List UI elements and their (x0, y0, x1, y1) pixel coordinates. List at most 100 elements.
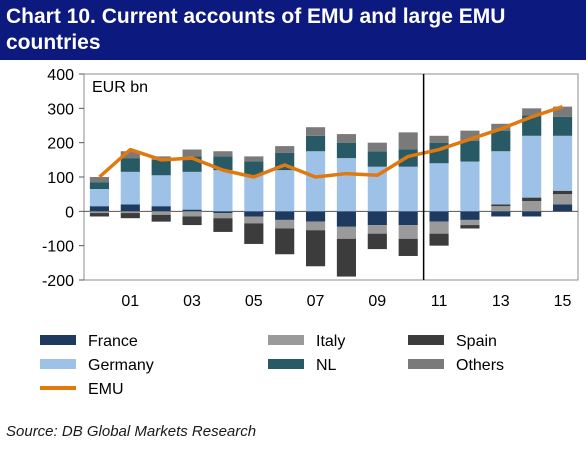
chart-title-line-2: countries (6, 31, 101, 54)
bar-nl-2008 (336, 142, 357, 159)
bar-italy-2009 (367, 225, 387, 234)
bar-germany-2003 (182, 171, 202, 210)
bar-spain-2014 (522, 197, 542, 202)
legend-label-spain: Spain (456, 333, 497, 350)
bar-italy-2000 (89, 211, 110, 214)
chart-title-banner: Chart 10. Current accounts of EMU and la… (0, 0, 586, 60)
x-tick-label: 07 (307, 293, 325, 310)
legend-label-emu: EMU (88, 381, 124, 398)
bar-others-2014 (522, 108, 542, 116)
bar-spain-2006 (275, 228, 295, 255)
bar-others-2012 (460, 130, 480, 141)
unit-label: EUR bn (92, 79, 148, 96)
bar-italy-2008 (336, 226, 357, 239)
bar-italy-2014 (522, 201, 542, 212)
source-note: Source: DB Global Markets Research (6, 423, 257, 440)
legend-label-others: Others (456, 357, 504, 374)
bar-germany-2009 (367, 166, 387, 212)
bar-spain-2015 (552, 190, 573, 195)
bar-others-2004 (213, 151, 233, 157)
bar-others-2010 (398, 132, 418, 150)
bar-spain-2009 (367, 233, 387, 250)
legend-swatch-spain (408, 335, 444, 345)
y-tick-label: -100 (42, 239, 74, 256)
bar-france-2007 (305, 211, 326, 222)
bar-germany-2014 (522, 135, 542, 198)
x-tick-label: 13 (492, 293, 510, 310)
y-tick-label: 0 (65, 204, 74, 221)
bar-nl-2007 (305, 135, 326, 152)
bar-france-2002 (151, 206, 171, 212)
bar-germany-2011 (429, 163, 449, 212)
bar-germany-2007 (305, 151, 326, 212)
y-tick-label: 100 (47, 170, 74, 187)
bar-nl-2013 (491, 130, 511, 152)
bar-others-2008 (336, 134, 357, 143)
bar-france-2004 (213, 211, 233, 214)
bar-italy-2012 (460, 219, 480, 226)
bar-france-2006 (275, 211, 295, 220)
bar-spain-2010 (398, 238, 418, 256)
bar-germany-2013 (491, 151, 511, 205)
bar-france-2000 (89, 206, 110, 212)
legend-swatch-italy (268, 335, 304, 345)
bar-france-2010 (398, 211, 418, 226)
bar-germany-2005 (244, 175, 264, 212)
y-tick-label: 200 (47, 136, 74, 153)
bar-germany-2008 (336, 158, 357, 212)
bar-italy-2006 (275, 219, 295, 229)
legend-swatch-nl (268, 359, 304, 369)
bar-france-2005 (244, 211, 264, 217)
bar-spain-2012 (460, 225, 480, 229)
legend-swatch-others (408, 359, 444, 369)
y-tick-label: 400 (47, 67, 74, 84)
bar-france-2008 (336, 211, 357, 227)
x-tick-label: 05 (245, 293, 263, 310)
bar-others-2015 (552, 106, 573, 117)
bar-france-2003 (182, 209, 202, 212)
bar-nl-2002 (151, 159, 171, 176)
bar-france-2012 (460, 211, 480, 220)
y-tick-label: 300 (47, 101, 74, 118)
bar-spain-2002 (151, 214, 171, 222)
bar-germany-2012 (460, 161, 480, 212)
bar-spain-2000 (89, 213, 110, 217)
bar-italy-2013 (491, 206, 511, 212)
bar-italy-2002 (151, 211, 171, 215)
bar-france-2011 (429, 211, 449, 222)
legend-label-germany: Germany (88, 357, 154, 374)
bar-italy-2011 (429, 221, 449, 234)
bar-nl-2000 (89, 182, 110, 190)
bar-italy-2004 (213, 213, 233, 219)
bar-italy-2005 (244, 216, 264, 224)
x-tick-label: 03 (183, 293, 201, 310)
bar-spain-2013 (491, 204, 511, 207)
emu-line (98, 104, 564, 179)
x-tick-label: 15 (554, 293, 572, 310)
legend-swatch-germany (40, 359, 76, 369)
bar-italy-2007 (305, 221, 326, 231)
bar-others-2000 (89, 177, 110, 183)
bar-germany-2015 (552, 135, 573, 191)
bar-others-2006 (275, 146, 295, 153)
bar-spain-2001 (120, 213, 140, 219)
bar-nl-2009 (367, 151, 387, 167)
bar-others-2001 (120, 151, 140, 159)
bar-germany-2001 (120, 171, 140, 205)
bar-spain-2004 (213, 218, 233, 232)
x-tick-label: 01 (121, 293, 139, 310)
bar-spain-2007 (305, 230, 326, 267)
bar-france-2015 (552, 204, 573, 212)
bar-germany-2010 (398, 166, 418, 212)
y-tick-label: -200 (42, 273, 74, 290)
bar-spain-2011 (429, 233, 449, 246)
bar-nl-2005 (244, 161, 264, 176)
bar-italy-2015 (552, 194, 573, 205)
bar-france-2009 (367, 211, 387, 226)
legend-swatch-france (40, 335, 76, 345)
bar-others-2009 (367, 142, 387, 152)
x-tick-label: 11 (431, 293, 448, 310)
bar-others-2007 (305, 127, 326, 136)
bar-france-2014 (522, 211, 542, 217)
bar-others-2003 (182, 149, 202, 157)
